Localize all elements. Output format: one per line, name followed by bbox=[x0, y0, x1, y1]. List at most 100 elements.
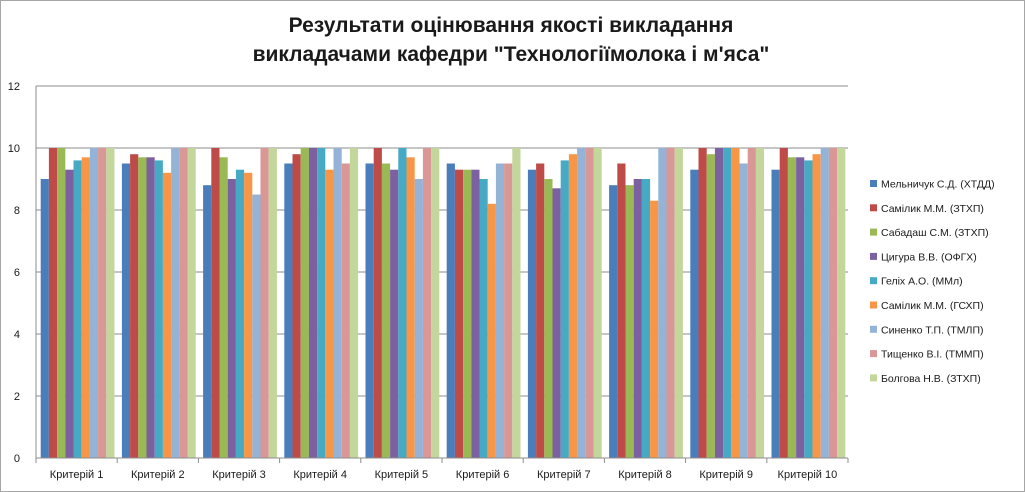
y-tick-label-2: 2 bbox=[14, 391, 20, 403]
bar-1-1 bbox=[40, 179, 49, 458]
bar-10-8 bbox=[828, 148, 838, 458]
bar-8-2 bbox=[617, 163, 626, 458]
bar-10-3 bbox=[787, 157, 797, 459]
bar-1-8 bbox=[98, 148, 107, 458]
x-tick-label-2: Критерій 2 bbox=[131, 469, 185, 481]
bar-2-5 bbox=[154, 160, 163, 458]
bar-1-7 bbox=[89, 148, 99, 458]
bar-1-5 bbox=[73, 160, 82, 458]
bar-7-5 bbox=[560, 160, 569, 458]
bar-9-8 bbox=[747, 148, 756, 458]
bar-3-4 bbox=[227, 179, 236, 458]
y-tick-label-8: 8 bbox=[14, 205, 20, 217]
chart-title: Результати оцінювання якості викладання … bbox=[101, 11, 921, 69]
bar-7-6 bbox=[568, 154, 578, 458]
bar-7-1 bbox=[527, 169, 537, 458]
bar-1-9 bbox=[106, 148, 115, 458]
bar-6-6 bbox=[487, 203, 496, 458]
bar-9-7 bbox=[739, 163, 748, 458]
chart-title-line-1: Результати оцінювання якості викладання bbox=[288, 14, 734, 37]
bar-10-4 bbox=[796, 157, 805, 459]
legend-swatch-2 bbox=[870, 204, 877, 212]
bar-3-6 bbox=[244, 172, 253, 459]
bar-6-3 bbox=[463, 169, 472, 458]
bar-4-6 bbox=[325, 169, 334, 458]
bar-5-1 bbox=[365, 163, 374, 458]
bar-3-3 bbox=[219, 157, 228, 459]
legend-label-3: Сабадаш С.М. (ЗТХП) bbox=[881, 227, 989, 239]
bar-7-9 bbox=[593, 148, 602, 458]
bar-7-2 bbox=[536, 163, 545, 458]
legend-swatch-5 bbox=[870, 277, 877, 285]
bar-6-9 bbox=[512, 148, 521, 458]
x-tick-label-3: Критерій 3 bbox=[212, 469, 266, 481]
bar-3-5 bbox=[235, 169, 245, 458]
bar-4-2 bbox=[292, 154, 301, 458]
x-tick-label-1: Критерій 1 bbox=[50, 469, 104, 481]
bar-3-8 bbox=[260, 148, 269, 458]
bar-8-8 bbox=[666, 148, 675, 458]
bar-2-1 bbox=[121, 163, 131, 458]
bar-4-3 bbox=[300, 148, 309, 458]
bar-5-5 bbox=[398, 148, 407, 458]
bar-2-2 bbox=[130, 154, 139, 458]
bar-9-9 bbox=[755, 148, 765, 458]
bar-6-5 bbox=[479, 179, 488, 458]
legend-label-2: Самілик М.М. (ЗТХП) bbox=[881, 203, 984, 215]
bar-8-1 bbox=[609, 185, 618, 458]
x-tick-label-10: Критерій 10 bbox=[778, 469, 838, 481]
bar-5-3 bbox=[381, 163, 391, 458]
bar-1-6 bbox=[81, 157, 90, 459]
bar-10-6 bbox=[812, 154, 821, 458]
bar-2-3 bbox=[138, 157, 147, 459]
bar-4-5 bbox=[317, 148, 326, 458]
legend-swatch-3 bbox=[870, 228, 877, 236]
bar-9-4 bbox=[714, 148, 724, 458]
bar-8-4 bbox=[633, 179, 642, 458]
x-tick-label-9: Критерій 9 bbox=[699, 469, 753, 481]
bar-8-5 bbox=[641, 179, 651, 458]
bar-1-4 bbox=[65, 169, 74, 458]
legend-swatch-8 bbox=[870, 350, 877, 358]
y-tick-label-0: 0 bbox=[14, 453, 20, 465]
bar-6-8 bbox=[504, 163, 513, 458]
bar-4-1 bbox=[284, 163, 293, 458]
bars bbox=[40, 148, 846, 459]
bar-6-4 bbox=[471, 169, 480, 458]
bar-2-9 bbox=[187, 148, 196, 458]
legend-swatch-4 bbox=[870, 252, 877, 260]
legend-label-4: Цигура В.В. (ОФГХ) bbox=[881, 251, 977, 263]
legend-swatch-7 bbox=[870, 325, 877, 333]
bar-7-8 bbox=[585, 148, 594, 458]
bar-10-5 bbox=[804, 160, 813, 458]
bar-4-4 bbox=[308, 148, 318, 458]
x-tick-label-6: Критерій 6 bbox=[456, 469, 510, 481]
bar-6-2 bbox=[454, 169, 464, 458]
bar-10-7 bbox=[820, 148, 829, 458]
bar-10-9 bbox=[837, 148, 846, 458]
legend-swatch-1 bbox=[870, 180, 877, 187]
bar-5-2 bbox=[373, 148, 382, 458]
bar-8-7 bbox=[658, 148, 667, 458]
legend-label-6: Самілик М.М. (ГСХП) bbox=[881, 300, 984, 312]
legend: Мельничук С.Д. (ХТДД) Самілик М.М. (ЗТХП)… bbox=[870, 179, 995, 385]
bar-3-7 bbox=[252, 194, 261, 458]
bar-5-9 bbox=[431, 148, 440, 458]
bar-2-6 bbox=[162, 172, 172, 459]
x-tick-label-7: Критерій 7 bbox=[537, 469, 591, 481]
bar-2-4 bbox=[146, 157, 155, 459]
bar-7-7 bbox=[577, 148, 586, 458]
bar-5-8 bbox=[422, 148, 432, 458]
y-tick-label-12: 12 bbox=[8, 81, 20, 93]
bar-9-5 bbox=[723, 148, 732, 458]
y-tick-label-4: 4 bbox=[14, 329, 20, 341]
legend-label-9: Болгова Н.В. (ЗТХП) bbox=[881, 373, 981, 385]
bar-3-1 bbox=[203, 185, 212, 458]
bar-4-7 bbox=[333, 148, 342, 458]
bar-8-9 bbox=[674, 148, 683, 458]
bar-8-3 bbox=[625, 185, 634, 458]
bar-1-3 bbox=[57, 148, 66, 458]
y-tick-label-10: 10 bbox=[8, 143, 20, 155]
legend-label-5: Геліх А.О. (ММл) bbox=[881, 276, 963, 288]
bar-7-4 bbox=[552, 188, 561, 459]
